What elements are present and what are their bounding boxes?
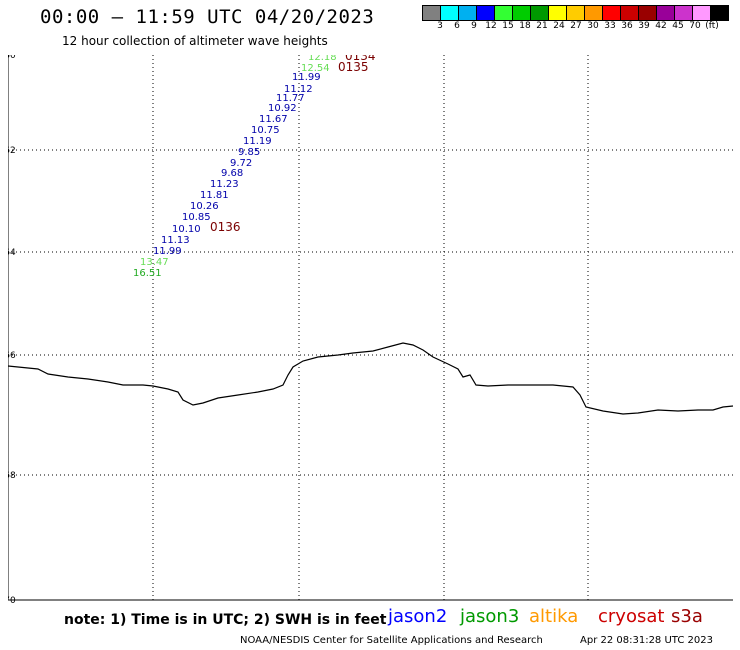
map-subtitle: 12 hour collection of altimeter wave hei…: [62, 34, 328, 48]
color-legend-labels: 3 6 9 12 15 18 21 24 27 30 33 36 39 42 45 70 (ft): [422, 21, 740, 33]
note-text: note: 1) Time is in UTC; 2) SWH is in fe…: [64, 612, 387, 628]
swh-value: 9.68: [221, 168, 243, 179]
legend-label: 45: [672, 21, 684, 31]
coastline: [8, 342, 734, 415]
color-legend: [422, 5, 729, 21]
legend-swatch: [494, 5, 513, 21]
satellite-s3a: s3a: [671, 606, 703, 627]
legend-label: 39: [638, 21, 650, 31]
swh-value: 11.13: [161, 235, 190, 246]
satellite-cryosat: cryosat: [598, 606, 665, 627]
legend-swatch: [566, 5, 585, 21]
swh-value: 9.72: [230, 158, 252, 169]
latitude-labels: -60 -62 -64 -66 -68 -70: [8, 55, 16, 605]
swh-value: 10.85: [182, 212, 211, 223]
pass-label-0136: 0136: [210, 220, 241, 234]
legend-label: 24: [553, 21, 565, 31]
legend-swatch: [512, 5, 531, 21]
legend-label: 70: [689, 21, 701, 31]
legend-label: 27: [570, 21, 582, 31]
legend-swatch: [656, 5, 675, 21]
legend-swatch: [710, 5, 729, 21]
legend-label: 21: [536, 21, 548, 31]
legend-label: 9: [471, 21, 477, 31]
graticule: [8, 55, 733, 600]
legend-swatch: [548, 5, 567, 21]
legend-label: 3: [437, 21, 443, 31]
lat-label: -62: [8, 146, 16, 156]
swh-value: 11.77: [276, 93, 305, 104]
legend-swatch: [674, 5, 693, 21]
lat-label: -70: [8, 596, 16, 605]
swh-value: 11.12: [284, 84, 313, 95]
legend-swatch: [638, 5, 657, 21]
generated-timestamp: Apr 22 08:31:28 UTC 2023: [580, 635, 713, 646]
legend-label: 6: [454, 21, 460, 31]
legend-swatch: [692, 5, 711, 21]
credit-text: NOAA/NESDIS Center for Satellite Applica…: [240, 635, 543, 646]
lat-label: -66: [8, 351, 16, 361]
swh-value: 10.92: [268, 103, 297, 114]
swh-value: 16.51: [133, 268, 162, 279]
swh-value: 11.99: [292, 72, 321, 83]
legend-swatch: [602, 5, 621, 21]
swh-value: 10.10: [172, 224, 201, 235]
swh-value: 12.54: [301, 63, 330, 74]
swh-value: 11.67: [259, 114, 288, 125]
pass-label-0135: 0135: [338, 60, 369, 74]
legend-swatch: [422, 5, 441, 21]
map-frame: [8, 55, 733, 601]
swh-value: 10.26: [190, 201, 219, 212]
legend-swatch: [584, 5, 603, 21]
legend-label: 30: [587, 21, 599, 31]
swh-track-labels: 12.1812.5411.9911.1211.7710.9211.6710.75…: [133, 55, 337, 279]
satellite-jason2: jason2: [388, 606, 448, 627]
legend-swatch: [530, 5, 549, 21]
swh-value: 13.47: [140, 257, 169, 268]
legend-swatch: [440, 5, 459, 21]
map-title: 00:00 – 11:59 UTC 04/20/2023: [40, 6, 375, 28]
legend-label: 42: [655, 21, 667, 31]
swh-value: 10.75: [251, 125, 280, 136]
swh-value: 12.18: [308, 55, 337, 63]
satellite-jason3: jason3: [460, 606, 520, 627]
swh-value: 11.23: [210, 179, 239, 190]
legend-label: 12: [485, 21, 497, 31]
satellite-altika: altika: [529, 606, 579, 627]
legend-label: 33: [604, 21, 616, 31]
lat-label: -64: [8, 248, 16, 258]
lat-label: -68: [8, 471, 16, 481]
swh-value: 11.99: [153, 246, 182, 257]
legend-label: (ft): [705, 21, 719, 31]
swh-value: 11.81: [200, 190, 229, 201]
legend-swatch: [458, 5, 477, 21]
swh-value: 11.19: [243, 136, 272, 147]
legend-swatch: [476, 5, 495, 21]
pass-label-0134: 0134: [345, 55, 376, 63]
legend-label: 36: [621, 21, 633, 31]
map-panel: -60-62-64-66-68-70 105108111114117120 12…: [8, 55, 734, 605]
legend-swatch: [620, 5, 639, 21]
swh-value: 9.85: [238, 147, 260, 158]
lat-label: -60: [8, 55, 16, 61]
legend-label: 15: [502, 21, 514, 31]
legend-label: 18: [519, 21, 531, 31]
